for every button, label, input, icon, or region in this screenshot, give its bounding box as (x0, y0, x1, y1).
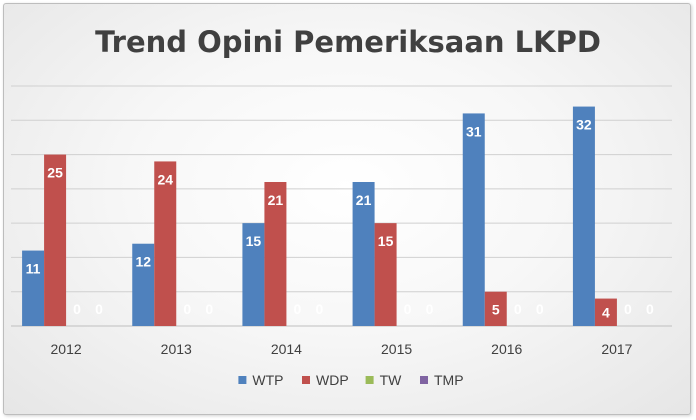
bar-wtp-2016 (462, 113, 485, 326)
bar-series-group (22, 106, 617, 326)
data-label-tw-2016: 0 (514, 301, 522, 317)
data-label-wdp-2016: 5 (492, 302, 500, 318)
data-label-wtp-2016: 31 (466, 123, 482, 139)
data-label-wtp-2012: 11 (26, 261, 41, 277)
legend-label-tw: TW (380, 372, 403, 388)
data-label-tw-2012: 0 (73, 301, 81, 317)
bar-wdp-2014 (264, 182, 287, 326)
x-tick-label: 2012 (51, 341, 82, 357)
x-tick-label: 2013 (161, 341, 192, 357)
legend-swatch-tw (365, 376, 374, 384)
legend: WTP WDP TW TMP (238, 372, 464, 388)
bar-wtp-2015 (352, 182, 375, 326)
chart-frame: Trend Opini Pemeriksaan LKPD 11 25 0 0 12 24 0… (3, 3, 691, 415)
bar-wtp-2012 (22, 250, 45, 326)
data-label-wtp-2013: 12 (135, 254, 151, 270)
data-label-wtp-2015: 21 (356, 192, 372, 208)
data-label-tmp-2012: 0 (95, 301, 103, 317)
x-axis-ticks: 2012 2013 2014 2015 2016 2017 (51, 341, 633, 357)
x-tick-label: 2016 (491, 341, 522, 357)
data-label-wdp-2014: 21 (268, 192, 284, 208)
legend-swatch-wdp (302, 376, 310, 384)
data-label-tw-2015: 0 (404, 301, 412, 317)
bar-wdp-2013 (154, 161, 177, 326)
legend-label-wtp: WTP (252, 372, 283, 388)
data-label-tmp-2013: 0 (205, 301, 213, 317)
bar-wdp-2016 (484, 291, 507, 326)
legend-swatch-wtp (238, 376, 247, 384)
bar-wdp-2017 (594, 298, 617, 326)
data-label-wdp-2012: 25 (47, 165, 63, 181)
data-label-wtp-2014: 15 (246, 233, 262, 249)
bar-wdp-2012 (44, 154, 67, 326)
bar-wtp-2014 (242, 223, 265, 326)
data-label-tw-2013: 0 (183, 301, 191, 317)
x-tick-label: 2014 (271, 341, 302, 357)
data-label-tmp-2017: 0 (646, 301, 654, 317)
bar-wdp-2015 (374, 223, 397, 326)
data-label-tw-2017: 0 (624, 301, 632, 317)
data-label-tmp-2015: 0 (426, 301, 434, 317)
legend-label-wdp: WDP (316, 372, 349, 388)
gridlines (11, 85, 672, 327)
data-label-wdp-2013: 24 (157, 171, 173, 187)
data-label-tmp-2014: 0 (316, 301, 324, 317)
legend-swatch-tmp (420, 376, 428, 384)
x-tick-label: 2017 (601, 341, 632, 357)
data-label-tmp-2016: 0 (536, 301, 544, 317)
chart-title: Trend Opini Pemeriksaan LKPD (95, 25, 601, 59)
data-label-tw-2014: 0 (294, 301, 302, 317)
bar-wtp-2013 (132, 243, 155, 326)
data-label-wtp-2017: 32 (576, 117, 592, 133)
data-label-wdp-2015: 15 (378, 233, 394, 249)
legend-label-tmp: TMP (434, 372, 464, 388)
bar-wtp-2017 (572, 106, 595, 326)
data-label-wdp-2017: 4 (602, 304, 610, 320)
x-tick-label: 2015 (381, 341, 412, 357)
